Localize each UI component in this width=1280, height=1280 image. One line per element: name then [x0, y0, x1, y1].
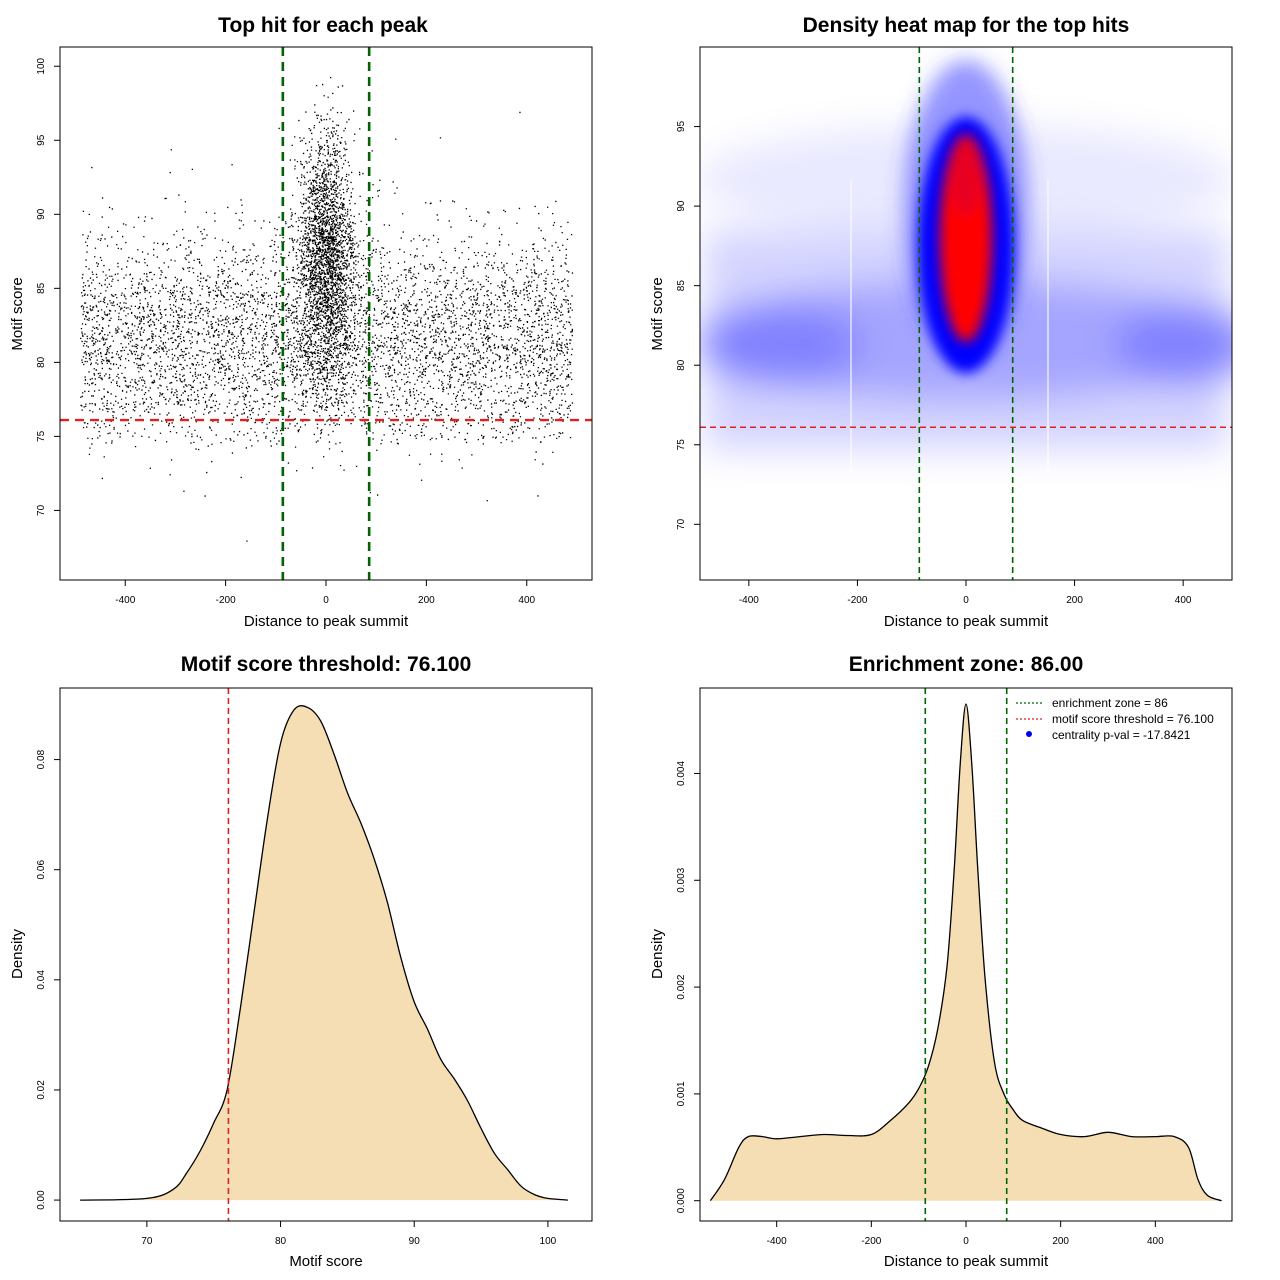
x-tick-label: -400	[767, 1236, 787, 1247]
reference-lines	[60, 47, 592, 580]
y-tick-label: 0.06	[36, 860, 47, 880]
density-line	[80, 705, 568, 1201]
y-axis-label: Motif score	[649, 277, 666, 350]
y-tick-label: 0.000	[676, 1188, 687, 1213]
x-tick-label: 0	[963, 595, 969, 606]
y-axis-label: Motif score	[9, 277, 26, 350]
x-axis-label: Distance to peak summit	[884, 613, 1049, 630]
x-tick-label: 200	[1052, 1236, 1069, 1247]
x-axis-label: Motif score	[289, 1253, 362, 1270]
x-tick-label: 0	[963, 1236, 969, 1247]
panel-scatter: Top hit for each peak -400 -200 0 200 400 70…	[9, 14, 593, 630]
y-tick-label: 85	[36, 282, 47, 294]
legend-label: centrality p-val = -17.8421	[1052, 728, 1191, 742]
y-tick-label: 95	[36, 134, 47, 146]
chart-title: Top hit for each peak	[218, 14, 428, 37]
x-tick-label: 400	[518, 595, 535, 606]
y-tick-label: 80	[676, 359, 687, 371]
density-curve	[709, 703, 1222, 1202]
panel-score-density: Motif score threshold: 76.100 70 80 90 100 …	[9, 653, 593, 1270]
y-axis: 0.00 0.02 0.04 0.06 0.08	[36, 749, 60, 1210]
heatmap-left-blob	[700, 305, 860, 385]
density-fill	[710, 704, 1222, 1201]
scatter-points	[80, 77, 574, 542]
y-axis-label: Density	[9, 928, 26, 979]
x-tick-label: 400	[1175, 595, 1192, 606]
y-tick-label: 0.08	[36, 749, 47, 769]
x-axis: -400 -200 0 200 400	[739, 580, 1192, 606]
x-tick-label: -200	[216, 595, 236, 606]
chart-title: Density heat map for the top hits	[803, 14, 1130, 37]
density-curve	[80, 705, 568, 1201]
legend-swatch-pval	[1026, 731, 1032, 737]
x-tick-label: 80	[275, 1236, 287, 1247]
y-tick-label: 0.001	[676, 1081, 687, 1106]
heatmap-hotspot-tip	[952, 135, 980, 215]
y-tick-label: 0.003	[676, 867, 687, 892]
y-axis: 0.000 0.001 0.002 0.003 0.004	[676, 761, 700, 1213]
density-fill	[80, 705, 568, 1201]
legend: enrichment zone = 86 motif score thresho…	[1016, 696, 1214, 742]
y-axis: 70 75 80 85 90 95 100	[36, 57, 60, 516]
legend-label: motif score threshold = 76.100	[1052, 712, 1214, 726]
heatmap-right-blob	[1115, 305, 1232, 385]
x-tick-label: 400	[1147, 1236, 1164, 1247]
y-tick-label: 0.00	[36, 1190, 47, 1210]
x-tick-label: 90	[409, 1236, 421, 1247]
y-tick-label: 0.004	[676, 761, 687, 786]
legend-label: enrichment zone = 86	[1052, 696, 1168, 710]
heatmap-layer	[700, 47, 1232, 580]
y-tick-label: 75	[36, 430, 47, 442]
y-tick-label: 90	[36, 208, 47, 220]
y-tick-label: 75	[676, 439, 687, 451]
y-tick-label: 0.002	[676, 974, 687, 999]
plot-frame	[59, 687, 593, 1222]
y-tick-label: 95	[676, 121, 687, 133]
panel-distance-density: Enrichment zone: 86.00 -400 -200 0 200 400 0…	[649, 653, 1233, 1270]
x-tick-label: 200	[418, 595, 435, 606]
y-tick-label: 70	[36, 504, 47, 516]
x-tick-label: -400	[739, 595, 759, 606]
x-tick-label: -200	[847, 595, 867, 606]
x-tick-label: 200	[1066, 595, 1083, 606]
chart-title: Enrichment zone: 86.00	[849, 653, 1084, 676]
y-tick-label: 90	[676, 200, 687, 212]
x-axis: 70 80 90 100	[141, 1221, 557, 1247]
reference-lines	[700, 47, 1232, 580]
chart-title: Motif score threshold: 76.100	[181, 653, 472, 676]
y-tick-label: 100	[36, 57, 47, 74]
x-axis: -400 -200 0 200 400	[767, 1221, 1164, 1247]
x-tick-label: -400	[115, 595, 135, 606]
x-axis-label: Distance to peak summit	[884, 1253, 1049, 1270]
x-axis-label: Distance to peak summit	[244, 613, 409, 630]
x-tick-label: 70	[141, 1236, 153, 1247]
y-tick-label: 70	[676, 518, 687, 530]
y-tick-label: 80	[36, 356, 47, 368]
x-tick-label: -200	[861, 1236, 881, 1247]
density-line	[709, 703, 1222, 1202]
y-tick-label: 0.04	[36, 970, 47, 990]
x-axis: -400 -200 0 200 400	[115, 580, 536, 606]
y-axis: 70 75 80 85 90 95	[676, 121, 700, 530]
panel-heatmap: Density heat map for the top hits	[649, 14, 1233, 630]
scatter-point-cloud	[80, 77, 574, 542]
x-tick-label: 0	[323, 595, 329, 606]
reference-lines	[924, 688, 1008, 1221]
y-axis-label: Density	[649, 928, 666, 979]
y-tick-label: 85	[676, 280, 687, 292]
y-tick-label: 0.02	[36, 1080, 47, 1100]
x-tick-label: 100	[540, 1236, 557, 1247]
